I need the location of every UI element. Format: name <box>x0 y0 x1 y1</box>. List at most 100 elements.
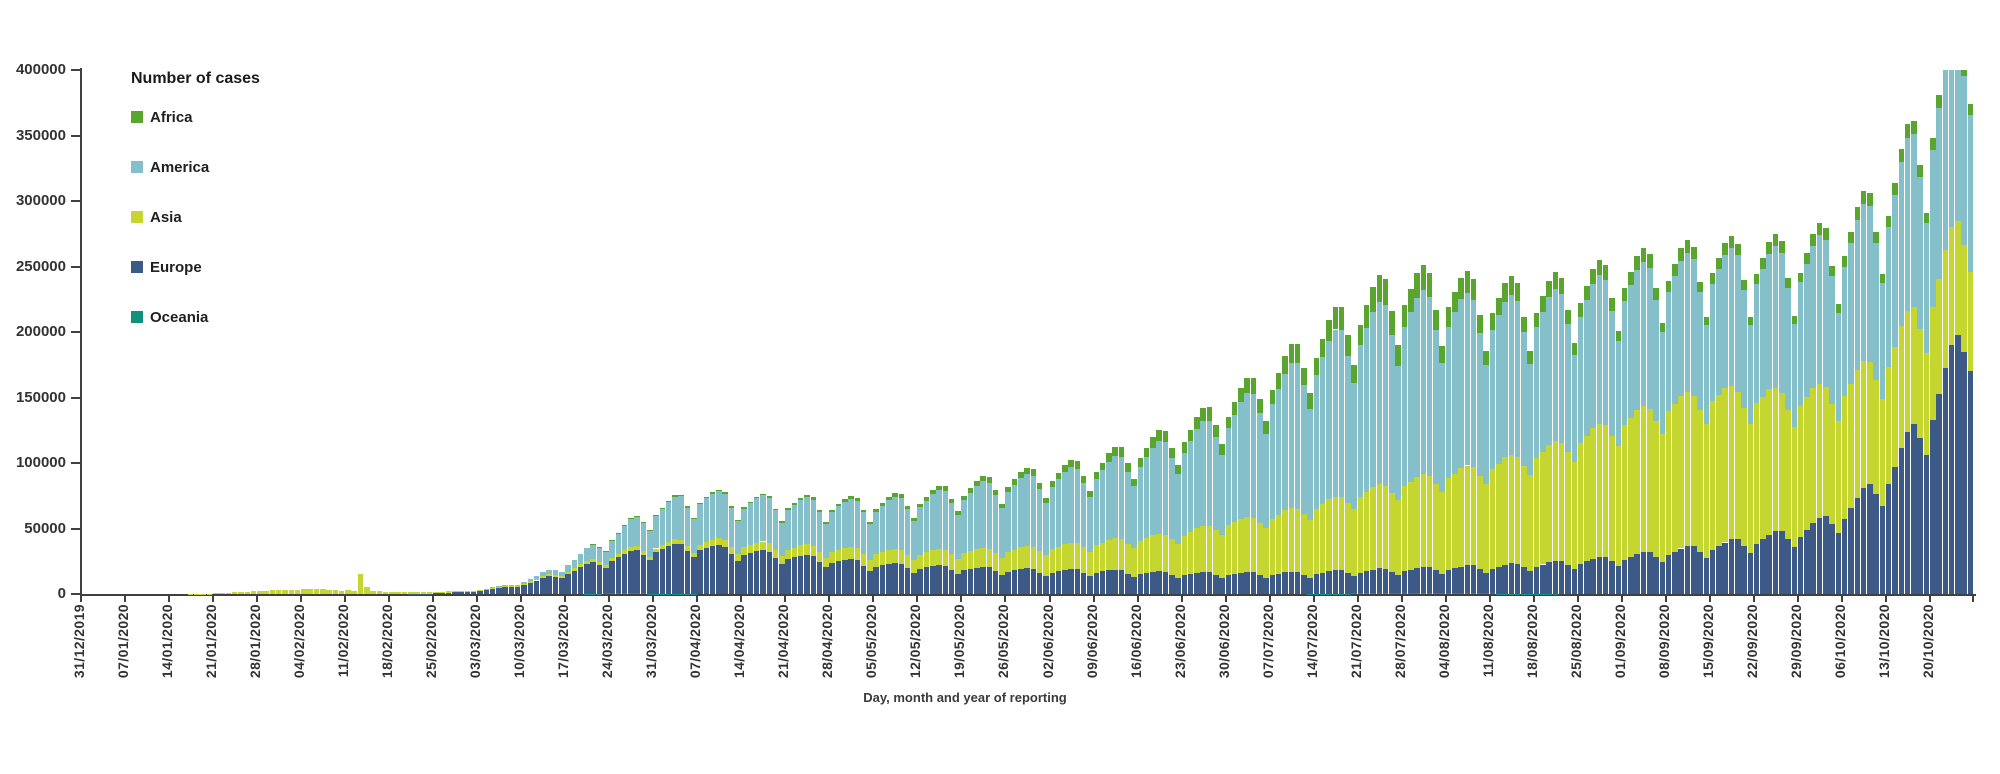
legend-item-europe[interactable]: Europe <box>131 257 202 277</box>
bar-segment-asia <box>829 551 835 563</box>
bar-segment-oceania <box>1357 593 1364 594</box>
bar-segment-oceania <box>1407 593 1414 594</box>
bar-segment-america <box>1307 409 1313 520</box>
bar-segment-europe <box>1961 351 1967 594</box>
bar-segment-europe <box>584 563 590 594</box>
bar-segment-europe <box>697 550 703 594</box>
bar-segment-africa <box>1049 481 1056 487</box>
bar-segment-africa <box>1087 490 1093 497</box>
bar-segment-europe <box>1043 576 1049 594</box>
bar-segment-europe <box>1018 568 1024 594</box>
bar-segment-africa <box>1703 316 1710 326</box>
bar-segment-africa <box>1923 213 1930 223</box>
bar-segment-asia <box>1917 328 1923 439</box>
bar-segment-africa <box>1653 288 1659 300</box>
bar-segment-asia <box>244 591 251 594</box>
bar-segment-asia <box>835 549 842 562</box>
bar-segment-asia <box>1005 551 1012 572</box>
bar-segment-america <box>1338 330 1345 498</box>
x-tick-label: 13/10/2020 <box>1875 604 1892 679</box>
bar-segment-asia <box>709 539 716 546</box>
plot-area[interactable] <box>81 70 1974 594</box>
bar-segment-europe <box>445 592 452 594</box>
bar-segment-america <box>1282 373 1288 511</box>
bar-segment-asia <box>1319 504 1326 573</box>
x-tick-mark <box>1796 596 1799 602</box>
bar-segment-asia <box>1496 463 1502 567</box>
bar-segment-asia <box>917 554 923 570</box>
x-axis-title: Day, month and year of reporting <box>863 690 1067 705</box>
bar-segment-africa <box>804 495 810 498</box>
bar-segment-america <box>1760 268 1766 397</box>
bar-segment-europe <box>1376 568 1383 594</box>
bar-segment-america <box>1722 254 1728 389</box>
legend-item-africa[interactable]: Africa <box>131 107 193 127</box>
bar-segment-europe <box>1395 575 1401 594</box>
x-tick-label: 02/06/2020 <box>1039 604 1056 679</box>
bar-segment-asia <box>1338 497 1345 571</box>
bar-segment-europe <box>1659 562 1666 594</box>
bar-segment-europe <box>634 550 640 594</box>
bar-segment-america <box>1879 282 1886 400</box>
bar-segment-asia <box>999 557 1005 575</box>
bar-segment-europe <box>1703 557 1710 594</box>
bar-segment-america <box>1590 284 1596 428</box>
bar-segment-asia <box>766 543 773 552</box>
bar-segment-asia <box>301 589 307 594</box>
bar-segment-europe <box>716 545 722 594</box>
x-tick-mark <box>872 596 875 602</box>
bar-segment-asia <box>1584 436 1590 562</box>
bar-segment-africa <box>797 497 804 501</box>
bar-segment-asia <box>326 589 332 594</box>
bar-segment-europe <box>1231 573 1238 594</box>
bar-segment-africa <box>672 495 678 497</box>
bar-segment-asia <box>382 591 389 594</box>
bar-segment-asia <box>1709 401 1716 551</box>
bar-segment-europe <box>1389 571 1395 594</box>
bar-segment-europe <box>1099 571 1106 594</box>
bar-segment-europe <box>986 567 993 594</box>
bar-segment-america <box>1370 312 1376 488</box>
y-tick-mark <box>71 69 80 71</box>
bar-segment-africa <box>1722 243 1728 255</box>
bar-segment-asia <box>1741 408 1747 547</box>
legend-item-america[interactable]: America <box>131 157 209 177</box>
bar-segment-europe <box>1093 572 1100 594</box>
bar-segment-europe <box>779 564 785 594</box>
bar-segment-asia <box>672 539 678 544</box>
bar-segment-europe <box>1414 567 1420 594</box>
y-tick-label: 0 <box>57 585 66 602</box>
bar-segment-america <box>1062 472 1068 544</box>
bar-segment-america <box>779 522 785 557</box>
bar-segment-asia <box>741 547 747 556</box>
bar-segment-asia <box>433 592 439 594</box>
bar-segment-asia <box>804 544 810 555</box>
bar-segment-america <box>860 512 867 554</box>
bar-segment-europe <box>974 567 980 594</box>
bar-segment-asia <box>1458 467 1464 567</box>
bar-segment-europe <box>1470 565 1477 594</box>
bar-segment-europe <box>1558 560 1565 594</box>
bar-segment-europe <box>452 592 458 594</box>
bar-segment-africa <box>1860 191 1867 204</box>
bar-segment-oceania <box>640 593 647 594</box>
bar-segment-asia <box>1653 420 1659 557</box>
bar-segment-america <box>1646 268 1653 409</box>
legend-item-oceania[interactable]: Oceania <box>131 307 208 327</box>
bar-segment-africa <box>1634 255 1640 270</box>
bar-segment-america <box>904 509 911 556</box>
bar-segment-asia <box>1181 535 1188 576</box>
legend-item-asia[interactable]: Asia <box>131 207 182 227</box>
x-tick-label: 14/07/2020 <box>1303 604 1320 679</box>
bar-segment-america <box>1785 288 1791 411</box>
bar-segment-asia <box>735 554 741 561</box>
x-tick-mark <box>1092 596 1095 602</box>
bar-segment-europe <box>1709 550 1716 594</box>
bar-segment-america <box>1810 245 1817 389</box>
x-tick-label: 14/04/2020 <box>731 604 748 679</box>
bar-segment-europe <box>747 553 754 594</box>
bar-segment-asia <box>1301 514 1307 575</box>
bar-segment-europe <box>1716 546 1722 594</box>
bar-segment-america <box>1904 137 1911 311</box>
bar-segment-europe <box>1867 484 1873 594</box>
